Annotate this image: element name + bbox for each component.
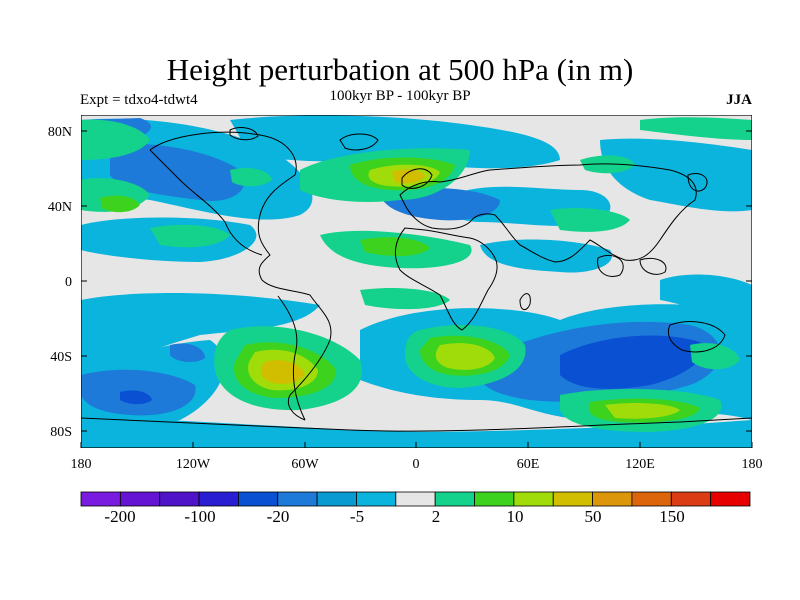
coastlines bbox=[81, 127, 752, 432]
colorbar bbox=[80, 491, 751, 507]
colorbar-label: 50 bbox=[584, 507, 602, 526]
colorbar-swatch bbox=[238, 491, 279, 507]
lat-tick-label: 80N bbox=[48, 125, 72, 140]
colorbar-label: -5 bbox=[349, 507, 365, 526]
lon-tick-label: 0 bbox=[413, 457, 420, 472]
colorbar-swatch bbox=[80, 491, 121, 507]
colorbar-swatch bbox=[395, 491, 436, 507]
colorbar-label: 2 bbox=[431, 507, 441, 526]
lat-tick-label: 40N bbox=[48, 200, 72, 215]
colorbar-swatch bbox=[474, 491, 515, 507]
colorbar-swatch bbox=[119, 491, 161, 507]
colorbar-label: 10 bbox=[506, 507, 524, 526]
map-plot-area bbox=[81, 115, 752, 448]
colorbar-swatch bbox=[434, 491, 475, 507]
season-label: JJA bbox=[726, 92, 752, 108]
colorbar-swatch bbox=[552, 491, 593, 507]
colorbar-label: -100 bbox=[184, 507, 216, 526]
colorbar-label: -20 bbox=[266, 507, 290, 526]
lat-axis: 80N 40N 0 40S 80S bbox=[48, 125, 752, 440]
lon-tick-label: 60W bbox=[291, 457, 319, 472]
lat-tick-label: 80S bbox=[50, 425, 72, 440]
lat-tick-label: 0 bbox=[65, 275, 72, 290]
lon-tick-label: 180 bbox=[71, 457, 92, 472]
colorbar-swatch bbox=[356, 491, 397, 507]
colorbar-swatch bbox=[592, 491, 633, 507]
lat-tick-label: 40S bbox=[50, 350, 72, 365]
colorbar-swatch bbox=[316, 491, 357, 507]
colorbar-swatch bbox=[513, 491, 554, 507]
lon-tick-label: 60E bbox=[517, 457, 540, 472]
colorbar-swatch bbox=[710, 491, 751, 507]
colorbar-swatch bbox=[277, 491, 318, 507]
lon-tick-label: 180 bbox=[742, 457, 763, 472]
lon-tick-label: 120E bbox=[625, 457, 655, 472]
colorbar-label: -200 bbox=[104, 507, 136, 526]
colorbar-swatch bbox=[670, 491, 712, 507]
chart-subtitle: 100kyr BP - 100kyr BP bbox=[329, 88, 471, 104]
experiment-label: Expt = tdxo4-tdwt4 bbox=[80, 92, 198, 108]
colorbar-swatch bbox=[159, 491, 200, 507]
lon-tick-label: 120W bbox=[176, 457, 211, 472]
lon-axis: 180 120W 60W 0 60E 120E 180 bbox=[71, 442, 763, 472]
chart-title: Height perturbation at 500 hPa (in m) bbox=[166, 52, 634, 87]
colorbar-swatch bbox=[198, 491, 239, 507]
colorbar-swatch bbox=[631, 491, 672, 507]
colorbar-label: 150 bbox=[659, 507, 685, 526]
contour-deep-blue bbox=[120, 335, 704, 405]
